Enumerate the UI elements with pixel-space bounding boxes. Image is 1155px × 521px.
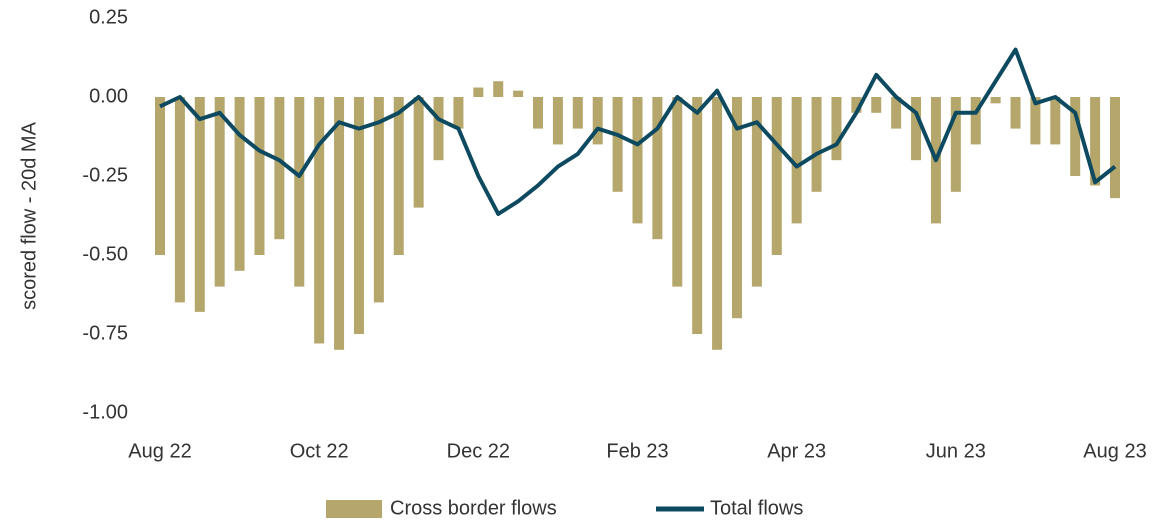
bar [1110,97,1120,199]
y-tick-label: -0.50 [82,243,128,265]
bar [851,97,862,113]
bar [911,97,922,161]
x-tick-label: Apr 23 [767,440,826,462]
y-tick-label: 0.25 [89,6,128,28]
bar [234,97,245,271]
bar [1030,97,1041,145]
x-tick-label: Aug 23 [1083,440,1146,462]
bar [1070,97,1081,176]
line [159,47,1117,216]
bar [433,97,444,161]
y-tick-label: -0.75 [82,322,128,344]
bar [791,97,802,224]
bar [891,97,902,129]
bar [373,97,384,303]
bar [612,97,623,192]
bar [353,97,364,334]
bar [592,97,603,145]
y-tick-label: 0.00 [89,85,128,107]
bar [1050,97,1061,145]
bar [254,97,265,255]
bar [652,97,663,240]
bar [155,97,165,255]
bar [692,97,703,334]
bar [871,97,882,113]
x-tick-label: Jun 23 [926,440,986,462]
bar [413,97,424,208]
bar [1010,97,1021,129]
bar [453,97,464,129]
legend-label: Cross border flows [390,497,557,519]
bar [314,97,325,344]
bar [174,97,185,303]
bar [334,97,345,350]
bar [771,97,782,255]
bar [552,97,563,145]
bar [831,97,842,161]
legend-swatch [326,500,382,518]
x-tick-label: Aug 22 [128,440,191,462]
bar [513,90,524,97]
bar [294,97,305,287]
x-tick-label: Feb 23 [606,440,668,462]
legend-label: Total flows [710,497,803,519]
bar [533,97,544,129]
bar [712,97,723,350]
bar [1090,97,1101,186]
bar [274,97,285,240]
bar [632,97,643,224]
bar [970,97,981,145]
bar [672,97,683,287]
bar [473,87,484,97]
bar [811,97,822,192]
bar [751,97,762,287]
x-tick-label: Dec 22 [447,440,510,462]
y-tick-label: -0.25 [82,164,128,186]
bar [493,81,504,97]
bar [990,97,1001,104]
y-tick-label: -1.00 [82,401,128,423]
bar [572,97,583,129]
bar [731,97,742,319]
bar [214,97,225,287]
y-axis-label: scored flow - 20d MA [18,121,40,310]
bar [194,97,205,312]
bar [950,97,961,192]
bar [393,97,404,255]
x-tick-label: Oct 22 [290,440,349,462]
